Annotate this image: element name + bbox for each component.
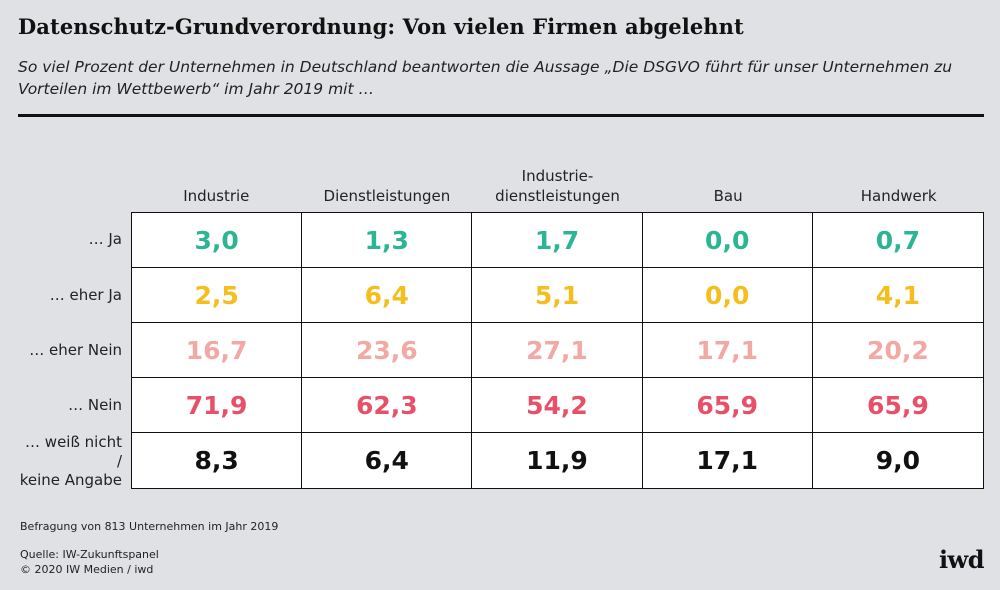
table-cell-value: 54,2: [472, 378, 643, 433]
table-cell-value: 71,9: [132, 378, 303, 433]
column-header: Handwerk: [815, 148, 983, 208]
chart-subtitle: So viel Prozent der Unternehmen in Deuts…: [18, 58, 953, 98]
table-cell-value: 8,3: [132, 433, 303, 488]
table-cell-value: 20,2: [812, 323, 983, 378]
copyright-text: © 2020 IW Medien / iwd: [20, 563, 154, 576]
column-header: Dienstleistungen: [303, 148, 471, 208]
table-cell-value: 62,3: [302, 378, 473, 433]
column-header-label: Dienstleistungen: [323, 187, 451, 205]
data-table: 3,0 1,3 1,7 0,0 0,7 2,5 6,4 5,1 0,0 4,1 16,7 23,6 27…: [131, 212, 984, 489]
column-header-label: Industrie: [183, 187, 250, 205]
column-header: Industrie- dienstleistungen: [474, 148, 642, 208]
row-label: … Nein: [18, 378, 122, 433]
source-text: Quelle: IW-Zukunftspanel: [20, 548, 159, 561]
table-cell-value: 4,1: [812, 268, 983, 323]
table-cell-value: 9,0: [875, 446, 921, 475]
table-cell-value: 65,9: [642, 378, 813, 433]
title-divider: [18, 114, 984, 117]
table-cell-value: 23,6: [302, 323, 473, 378]
table-cell-value: 0,7: [812, 213, 983, 268]
row-label: … eher Nein: [18, 323, 122, 378]
column-header-label: Bau: [713, 187, 743, 205]
table-cell-value: 1,3: [302, 213, 473, 268]
table-cell-value: 6,4: [302, 268, 473, 323]
row-label: … Ja: [18, 212, 122, 267]
table-cell-value: 0,0: [642, 213, 813, 268]
table-cell-value: 16,7: [132, 323, 303, 378]
row-label: … weiß nicht / keine Angabe: [18, 432, 122, 489]
row-label-text: … eher Ja: [49, 285, 122, 304]
row-label-text: … eher Nein: [29, 340, 122, 359]
column-header: Bau: [644, 148, 812, 208]
table-cell-value: 17,1: [642, 323, 813, 378]
table-cell-value: 6,4: [302, 433, 473, 488]
table-cell-value: 17,1: [643, 433, 813, 488]
table-cell-value: 0,0: [642, 268, 813, 323]
row-label-text: … Ja: [88, 230, 122, 249]
column-header-label: Handwerk: [860, 187, 937, 205]
table-cell-value: 65,9: [812, 378, 983, 433]
survey-note: Befragung von 813 Unternehmen im Jahr 20…: [20, 520, 279, 533]
row-label-text: … weiß nicht / keine Angabe: [19, 432, 122, 489]
table-cell-value: 5,1: [472, 268, 643, 323]
table-cell-value: 2,5: [132, 268, 303, 323]
table-cell-value: 3,0: [132, 213, 303, 268]
row-label: … eher Ja: [18, 267, 122, 322]
table-cell-value: 1,7: [472, 213, 643, 268]
table-cell-value: 11,9: [472, 433, 643, 488]
table-cell-value: 27,1: [472, 323, 643, 378]
column-header: Industrie: [132, 148, 300, 208]
row-label-text: … Nein: [68, 396, 122, 415]
column-header-label: Industrie- dienstleistungen: [495, 167, 620, 205]
iwd-logo: iwd: [938, 545, 985, 574]
chart-title: Datenschutz-Grundverordnung: Von vielen …: [18, 14, 744, 39]
source-block: Quelle: IW-Zukunftspanel © 2020 IW Medie…: [20, 547, 159, 577]
